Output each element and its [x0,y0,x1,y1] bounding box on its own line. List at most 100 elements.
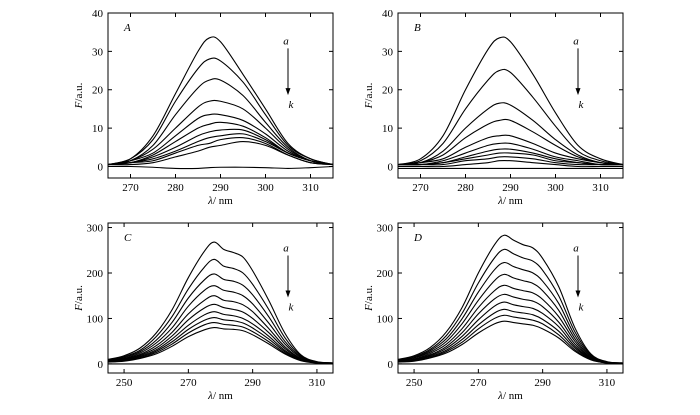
panel-b-xtick-label-270: 270 [412,182,429,194]
panel-b-arrow-start-label: a [573,35,579,47]
panel-b-curve-c [398,102,623,166]
panel-b-ytick-label-0: 0 [388,161,394,173]
panel-b-ytick-label-10: 10 [382,123,394,135]
panel-c-curve-j [108,326,333,364]
panel-a-curve-b [108,57,333,166]
panel-a-curve-f [108,121,333,166]
panel-d-ytick-label-100: 100 [377,313,394,325]
panel-b-arrow-head [575,88,581,96]
panel-d-curve-e [398,284,623,364]
panel-c-curve-f [108,303,333,364]
panel-d-curve-i [398,314,623,365]
panel-c-curve-c [108,273,333,364]
panel-d-curve-g [398,301,623,364]
panel-d-frame [397,222,624,374]
panel-a-ytick-label-10: 10 [92,123,104,135]
panel-d-arrow-end-label: k [579,302,585,314]
panel-a-xtick-label-300: 300 [257,182,274,194]
panel-a-xtick-label-280: 280 [167,182,184,194]
panel-c-xtick-label-250: 250 [116,377,133,389]
panel-c-ytick-label-200: 200 [87,268,104,280]
panel-c-xtick-label-270: 270 [180,377,197,389]
panel-d-curve-c [398,261,623,364]
panel-d-xlabel: λ/ nm [497,390,523,402]
panel-b: 270 280 290 300 310 0 10 20 30 40 λ/ nm F/a.u. Ba k [363,8,624,207]
panel-b-xlabel: λ/ nm [497,195,523,207]
panel-c-curve-b [108,258,333,364]
panel-d-ytick-label-200: 200 [377,268,394,280]
panel-b-label: B [414,22,421,34]
panel-d-curve-j [398,320,623,364]
panel-c-label: C [124,232,132,244]
panel-b-curve-f [398,142,623,166]
panel-d-ytick-label-0: 0 [388,359,394,371]
panel-d-ylabel: F/a.u. [363,285,375,312]
panel-d-curve-h [398,308,623,364]
panel-b-curve-h [398,152,623,166]
panel-c-curve-i [108,321,333,364]
panel-c-ytick-label-300: 300 [87,223,104,235]
panel-c-arrow-start-label: a [283,243,289,255]
panel-b-ylabel: F/a.u. [363,82,375,109]
panel-c-xtick-label-290: 290 [244,377,261,389]
panel-c-arrow-end-label: k [289,302,295,314]
panel-b-curve-b [398,68,623,166]
panel-b-arrow-end-label: k [579,99,585,111]
panel-b-curve-i [398,156,623,166]
panel-a-curve-e [108,113,333,166]
panel-a-curve-c [108,78,333,166]
panel-a-xtick-label-310: 310 [302,182,319,194]
panel-a-xlabel: λ/ nm [207,195,233,207]
panel-a-ytick-label-40: 40 [92,8,104,20]
panel-a-ytick-label-30: 30 [92,46,104,58]
panel-d-xtick-label-310: 310 [599,377,616,389]
panel-b-curve-a [398,36,623,166]
panel-a-curve-d [108,99,333,166]
panel-c-arrow-head [285,290,291,298]
panel-b-curve-d [398,118,623,166]
panel-b-curves [398,36,623,169]
panel-a-ytick-label-20: 20 [92,85,104,97]
panel-d-curve-d [398,273,623,364]
panel-d-curves [398,234,623,365]
panel-a-curves [108,36,333,170]
panel-d-curve-f [398,293,623,364]
panel-b-ytick-label-40: 40 [382,8,394,20]
panel-c-curves [108,241,333,365]
panel-c-curve-g [108,311,333,364]
panel-b-xtick-label-280: 280 [457,182,474,194]
panel-c-ytick-label-0: 0 [98,359,104,371]
panel-c-curve-a [108,241,333,364]
panel-d-arrow-start-label: a [573,243,579,255]
panel-a-ylabel: F/a.u. [73,82,85,109]
panel-b-ytick-label-20: 20 [382,85,394,97]
panel-a-arrow-head [285,88,291,96]
panel-d-curve-a [398,234,623,364]
panel-a-curve-k [108,165,333,170]
panel-a-curve-j [108,140,333,166]
panel-d-ytick-label-300: 300 [377,223,394,235]
panel-d-curve-b [398,248,623,364]
panel-a-curve-h [108,133,333,166]
panel-a-curve-a [108,36,333,166]
panel-c-frame [107,222,334,374]
panel-a-xtick-label-290: 290 [212,182,229,194]
panel-d: 250 270 290 310 0 100 200 300 λ/ nm F/a.u. Da k [363,222,624,402]
panel-d-xtick-label-270: 270 [470,377,487,389]
panel-a-arrow-end-label: k [289,99,295,111]
panel-c-xtick-label-310: 310 [309,377,326,389]
panel-b-curve-j [398,159,623,168]
panel-c-curve-h [108,316,333,364]
panel-c-xlabel: λ/ nm [207,390,233,402]
panel-b-xtick-label-300: 300 [547,182,564,194]
panel-a-arrow-start-label: a [283,35,289,47]
panel-d-xtick-label-250: 250 [406,377,423,389]
panel-d-arrow-head [575,290,581,298]
panel-c-ylabel: F/a.u. [73,285,85,312]
panel-c-curve-d [108,285,333,364]
panel-a: 270 280 290 300 310 0 10 20 30 40 λ/ nm F/a.u. Aa k [73,8,334,207]
panel-b-curve-e [398,134,623,166]
panel-d-xtick-label-290: 290 [534,377,551,389]
panel-a-label: A [123,22,131,34]
